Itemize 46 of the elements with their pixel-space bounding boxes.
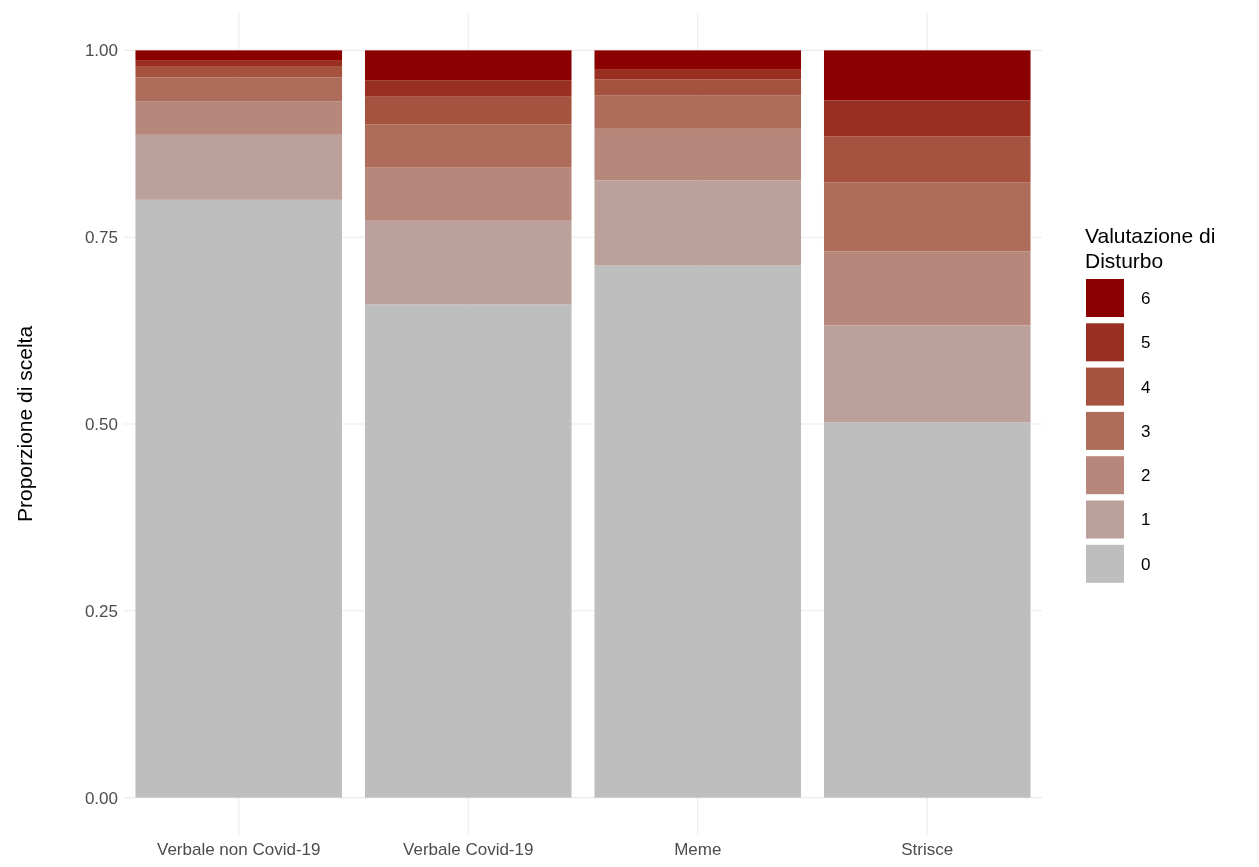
bar <box>364 167 572 221</box>
bar <box>823 251 1031 326</box>
bar <box>594 128 802 181</box>
y-tick-label: 1.00 <box>84 41 118 61</box>
bar <box>135 199 343 798</box>
x-tick-label: Strisce <box>901 840 954 859</box>
bar <box>823 422 1031 798</box>
bar <box>364 304 572 798</box>
y-tick-label: 0.50 <box>84 414 118 434</box>
bar <box>823 182 1031 252</box>
legend-label: 2 <box>1141 466 1151 486</box>
bar <box>823 136 1031 183</box>
bar <box>135 66 343 78</box>
bar <box>823 325 1031 423</box>
bar <box>364 96 572 125</box>
bar <box>135 134 343 200</box>
bar <box>364 50 572 81</box>
bar <box>594 69 802 80</box>
legend-label: 6 <box>1141 288 1151 308</box>
bar <box>135 60 343 67</box>
x-tick-label: Meme <box>674 840 722 859</box>
bar <box>364 124 572 168</box>
y-tick-label: 0.25 <box>84 601 118 621</box>
y-tick-label: 0.75 <box>84 228 118 248</box>
legend-label: 4 <box>1141 377 1151 397</box>
bar <box>823 50 1031 101</box>
legend-label: 0 <box>1141 554 1151 574</box>
x-tick-label: Verbale non Covid-19 <box>156 840 321 859</box>
x-tick-label: Verbale Covid-19 <box>403 840 534 859</box>
legend-title: Valutazione di Disturbo <box>1085 224 1216 272</box>
bar <box>594 79 802 96</box>
bar <box>135 77 343 102</box>
y-axis-title: Proporzione di scelta <box>13 325 36 523</box>
bar <box>823 100 1031 137</box>
bar <box>594 95 802 129</box>
legend-label: 1 <box>1141 510 1151 530</box>
legend-label: 5 <box>1141 333 1151 353</box>
bar <box>594 50 802 70</box>
bar <box>135 50 343 61</box>
y-tick-label: 0.00 <box>84 788 118 808</box>
legend-label: 3 <box>1141 421 1151 441</box>
bar <box>135 101 343 135</box>
bar <box>594 265 802 798</box>
bar <box>594 180 802 266</box>
bar <box>364 220 572 305</box>
bar <box>364 80 572 97</box>
